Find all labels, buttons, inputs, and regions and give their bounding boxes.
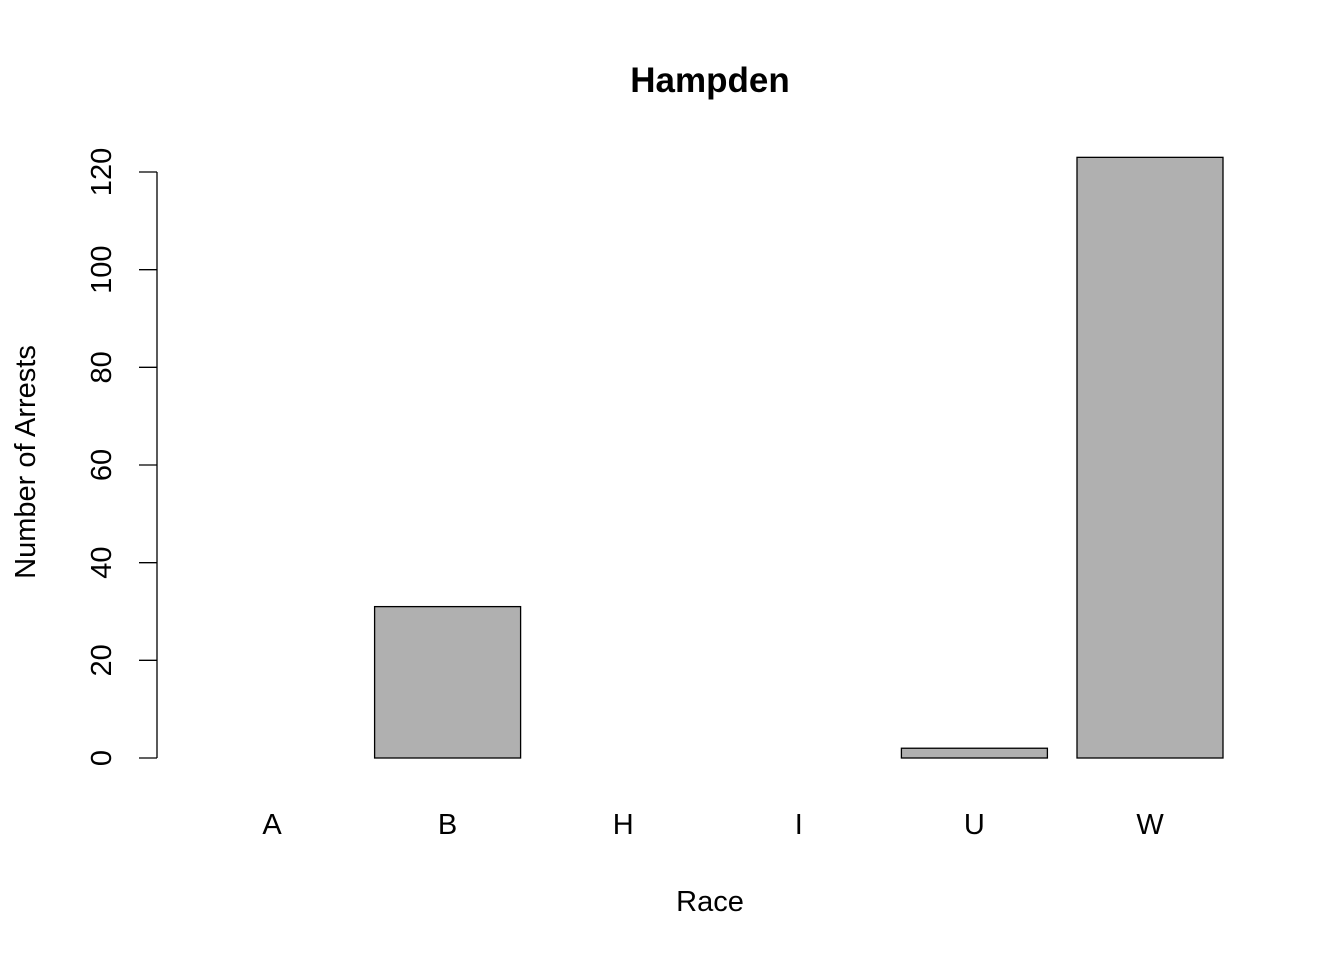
- x-tick-label: I: [795, 809, 803, 841]
- x-axis-label: Race: [676, 886, 744, 918]
- y-tick-label: 80: [86, 351, 118, 383]
- bar-u: [900, 747, 1049, 759]
- y-axis-label: Number of Arrests: [10, 345, 42, 579]
- x-tick-label: A: [262, 809, 282, 841]
- y-tick-label: 20: [86, 644, 118, 676]
- x-tick-label: W: [1136, 809, 1164, 841]
- y-tick-label: 100: [86, 245, 118, 293]
- y-axis: 0 20 40 60 80 100 120: [86, 148, 158, 766]
- bars-group: [373, 156, 1224, 759]
- y-tick-label: 60: [86, 449, 118, 481]
- y-tick-label: 0: [86, 750, 118, 766]
- bar-w: [1076, 156, 1224, 759]
- x-tick-label: B: [438, 809, 457, 841]
- y-tick-label: 40: [86, 547, 118, 579]
- chart-title: Hampden: [630, 61, 789, 100]
- bar-b: [373, 605, 522, 759]
- y-tick-label: 120: [86, 148, 118, 196]
- x-tick-label: H: [613, 809, 634, 841]
- x-tick-label: U: [964, 809, 985, 841]
